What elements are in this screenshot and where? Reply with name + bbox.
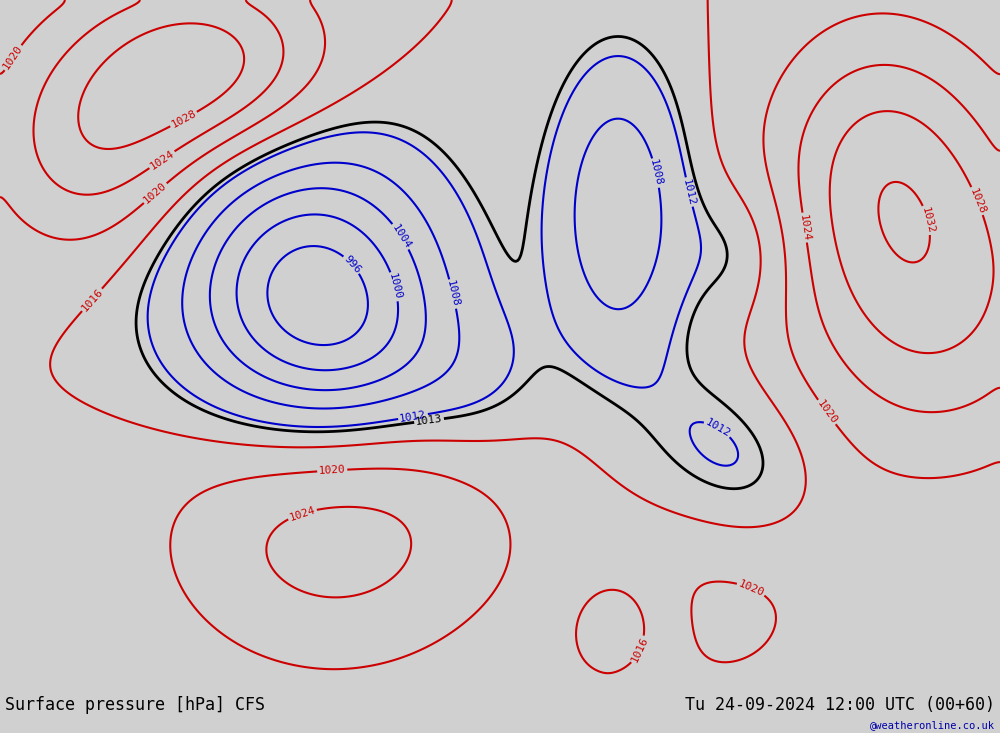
Text: 1020: 1020 [1, 43, 25, 72]
Text: 1024: 1024 [288, 504, 317, 523]
Text: 1020: 1020 [142, 180, 169, 206]
Text: 1024: 1024 [798, 213, 812, 242]
Text: 1016: 1016 [79, 287, 105, 313]
Text: Surface pressure [hPa] CFS: Surface pressure [hPa] CFS [5, 696, 265, 714]
Text: 1028: 1028 [169, 108, 198, 130]
Text: 1016: 1016 [629, 636, 650, 664]
Text: 1000: 1000 [387, 272, 403, 301]
Text: 1024: 1024 [148, 148, 176, 172]
Text: 1004: 1004 [390, 222, 413, 251]
Text: 1012: 1012 [399, 410, 427, 424]
Text: 1008: 1008 [445, 280, 461, 309]
Text: 1020: 1020 [737, 578, 766, 598]
Text: 1008: 1008 [648, 158, 664, 187]
Text: 1032: 1032 [920, 206, 936, 235]
Text: 1013: 1013 [415, 414, 443, 427]
Text: 1020: 1020 [318, 465, 346, 476]
Text: 1020: 1020 [815, 398, 839, 426]
Text: 1028: 1028 [968, 186, 987, 216]
Text: 1012: 1012 [704, 417, 732, 439]
Text: Tu 24-09-2024 12:00 UTC (00+60): Tu 24-09-2024 12:00 UTC (00+60) [685, 696, 995, 714]
Text: 1012: 1012 [681, 178, 697, 206]
Text: 996: 996 [341, 254, 362, 276]
Text: @weatheronline.co.uk: @weatheronline.co.uk [870, 720, 995, 730]
